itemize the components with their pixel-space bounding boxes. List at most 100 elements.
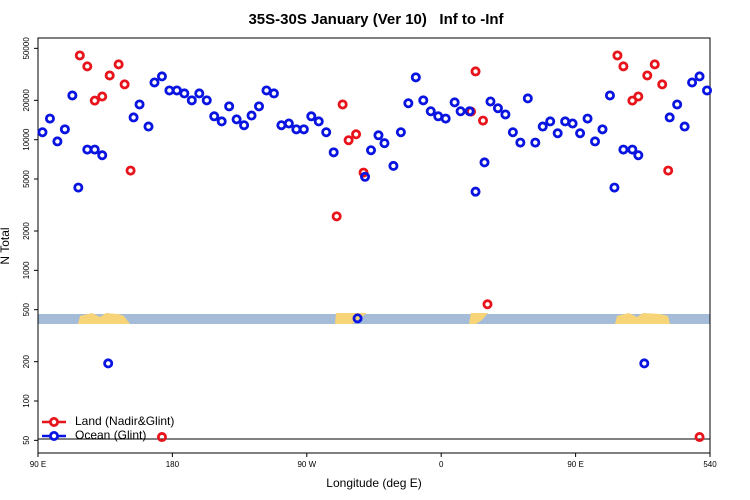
- point: [366, 145, 377, 156]
- point: [479, 157, 490, 168]
- y-tick-label: 50: [22, 435, 31, 444]
- point: [604, 90, 615, 101]
- point: [395, 127, 406, 138]
- point: [672, 99, 683, 110]
- point: [500, 109, 511, 120]
- point: [530, 137, 541, 148]
- point: [425, 106, 436, 117]
- y-tick-label: 100: [22, 394, 31, 408]
- point: [679, 121, 690, 132]
- point: [522, 93, 533, 104]
- point: [597, 124, 608, 135]
- point: [113, 59, 124, 70]
- legend-marker: [49, 430, 60, 441]
- point: [149, 77, 160, 88]
- point: [440, 113, 451, 124]
- point: [125, 165, 136, 176]
- point: [328, 147, 339, 158]
- point: [74, 50, 85, 61]
- point: [254, 101, 265, 112]
- point: [134, 99, 145, 110]
- point: [590, 136, 601, 147]
- point: [331, 211, 342, 222]
- map-strip: [38, 313, 710, 324]
- land: [78, 313, 130, 324]
- point: [575, 128, 586, 139]
- legend-label: Ocean (Glint): [75, 428, 146, 442]
- point: [567, 118, 578, 129]
- point: [449, 97, 460, 108]
- land: [615, 313, 670, 324]
- point: [694, 432, 705, 443]
- point: [276, 120, 287, 131]
- point: [360, 171, 371, 182]
- point: [410, 72, 421, 83]
- point: [633, 91, 644, 102]
- point: [664, 112, 675, 123]
- point: [209, 111, 220, 122]
- legend-marker: [49, 416, 60, 427]
- point: [633, 150, 644, 161]
- point: [52, 136, 63, 147]
- x-axis-label: Longitude (deg E): [326, 476, 421, 490]
- y-tick-label: 50000: [22, 37, 31, 60]
- point: [97, 91, 108, 102]
- point: [694, 71, 705, 82]
- point: [119, 79, 130, 90]
- point: [306, 111, 317, 122]
- point: [337, 99, 348, 110]
- point: [44, 113, 55, 124]
- point: [403, 98, 414, 109]
- point: [89, 95, 100, 106]
- point: [470, 66, 481, 77]
- point: [507, 127, 518, 138]
- y-tick-label: 5000: [22, 170, 31, 188]
- point: [201, 95, 212, 106]
- point: [313, 116, 324, 127]
- point: [352, 313, 363, 324]
- point: [545, 116, 556, 127]
- point: [639, 358, 650, 369]
- point: [156, 71, 167, 82]
- point: [687, 77, 698, 88]
- chart-title: 35S-30S January (Ver 10) Inf to -Inf: [248, 11, 504, 28]
- point: [179, 88, 190, 99]
- point: [515, 137, 526, 148]
- point: [618, 144, 629, 155]
- point: [216, 116, 227, 127]
- point: [97, 150, 108, 161]
- point: [478, 115, 489, 126]
- point: [492, 103, 503, 114]
- x-tick-label: 90 E: [30, 460, 46, 469]
- point: [298, 124, 309, 135]
- legend-label: Land (Nadir&Glint): [75, 414, 174, 428]
- point: [224, 101, 235, 112]
- point: [388, 160, 399, 171]
- x-tick-label: 90 W: [297, 460, 316, 469]
- point: [351, 129, 362, 140]
- point: [156, 432, 167, 443]
- point: [103, 358, 114, 369]
- point: [239, 120, 250, 131]
- point: [455, 106, 466, 117]
- point: [37, 127, 48, 138]
- point: [663, 165, 674, 176]
- point: [612, 50, 623, 61]
- x-tick-label: 540: [703, 460, 717, 469]
- point: [649, 59, 660, 70]
- point: [246, 110, 257, 121]
- point: [485, 96, 496, 107]
- y-tick-label: 20000: [22, 89, 31, 112]
- point: [470, 186, 481, 197]
- point: [321, 127, 332, 138]
- y-tick-label: 2000: [22, 222, 31, 240]
- point: [702, 85, 713, 96]
- point: [657, 79, 668, 90]
- point: [67, 90, 78, 101]
- point: [194, 88, 205, 99]
- x-tick-label: 90 E: [567, 460, 583, 469]
- ocean-band: [38, 314, 710, 324]
- point: [73, 182, 84, 193]
- point: [89, 144, 100, 155]
